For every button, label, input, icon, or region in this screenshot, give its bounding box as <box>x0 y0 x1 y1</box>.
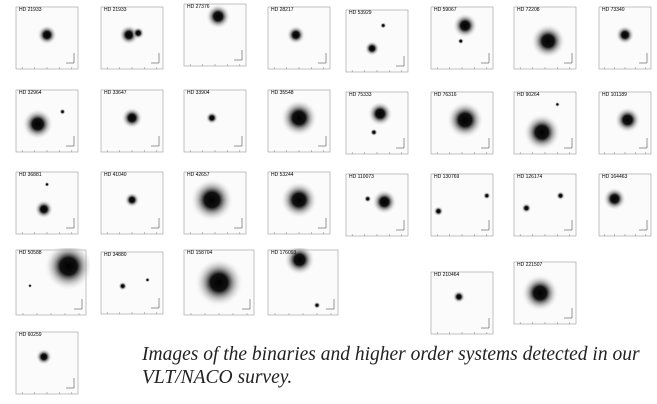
star-image <box>598 6 652 70</box>
star-image <box>15 248 90 316</box>
star-image <box>430 271 494 335</box>
star-image-panel: HD 60259 <box>10 330 82 402</box>
star-image-panel: HD 210464 <box>425 270 497 342</box>
panel-label: HD 101189 <box>602 92 627 98</box>
star-image <box>345 173 409 237</box>
star-image <box>100 171 164 235</box>
star-image <box>15 171 79 235</box>
star-image-panel: HD 53929 <box>340 8 412 80</box>
panel-label: HD 50588 <box>19 250 42 256</box>
star-image-panel: HD 126174 <box>508 172 580 244</box>
panel-label: HD 76316 <box>434 92 457 98</box>
star-image-panel: HD 36881 <box>10 170 82 242</box>
star-image-panel: HD 53244 <box>262 170 334 242</box>
panel-label: HD 53929 <box>349 10 372 16</box>
star-image-panel: HD 76316 <box>425 90 497 162</box>
star-image <box>513 173 577 237</box>
star-image-panel: HD 72208 <box>508 5 580 77</box>
panel-label: HD 90264 <box>517 92 540 98</box>
star-image <box>15 89 79 153</box>
star-image-panel: HD 28217 <box>262 5 334 77</box>
star-image <box>430 173 494 237</box>
panel-label: HD 41040 <box>104 172 127 178</box>
panel-label: HD 126174 <box>517 174 543 180</box>
star-image-panel: HD 35548 <box>262 88 334 160</box>
panel-label: HD 75333 <box>349 92 372 98</box>
star-image <box>183 171 247 235</box>
panel-label: HD 73340 <box>602 7 625 13</box>
star-image <box>267 89 331 153</box>
star-image-panel: HD 59067 <box>425 5 497 77</box>
panel-label: HD 72208 <box>517 7 540 13</box>
panel-label: HD 221507 <box>517 262 543 268</box>
panel-label: HD 130769 <box>434 174 460 180</box>
panel-label: HD 210464 <box>434 272 460 278</box>
star-image <box>345 91 409 155</box>
star-image <box>183 249 255 316</box>
star-image-panel: HD 27376 <box>178 2 250 74</box>
star-image-panel: HD 73340 <box>593 5 655 77</box>
panel-label: HD 42657 <box>187 172 210 178</box>
star-image <box>430 6 494 70</box>
star-image-panel: HD 34880 <box>95 250 167 322</box>
star-image-panel: HD 33904 <box>178 88 250 160</box>
star-image-panel: HD 50588 <box>10 248 90 323</box>
star-image <box>267 171 331 235</box>
star-image-panel: HD 21933 <box>95 5 167 77</box>
star-image-panel: HD 75333 <box>340 90 412 162</box>
star-image <box>183 89 247 153</box>
star-image-panel: HD 110073 <box>340 172 412 244</box>
star-image-panel: HD 32964 <box>10 88 82 160</box>
star-image <box>598 91 652 155</box>
star-image <box>267 248 339 316</box>
star-image <box>183 3 247 67</box>
panel-label: HD 33904 <box>187 90 210 96</box>
panel-label: HD 110073 <box>349 174 374 180</box>
panel-label: HD 53244 <box>271 172 294 178</box>
star-image <box>267 6 331 70</box>
panel-label: HD 21933 <box>104 7 127 13</box>
star-image-panel: HD 130769 <box>425 172 497 244</box>
star-image-panel: HD 90264 <box>508 90 580 162</box>
star-image-panel: HD 41040 <box>95 170 167 242</box>
star-image-panel: HD 158704 <box>178 248 258 323</box>
star-image-panel: HD 176093 <box>262 248 342 323</box>
star-image <box>15 331 79 395</box>
star-image-panel: HD 42657 <box>178 170 250 242</box>
star-image <box>100 89 164 153</box>
panel-label: HD 34880 <box>104 252 127 258</box>
star-image-panel: HD 101189 <box>593 90 655 162</box>
panel-label: HD 164463 <box>602 174 628 180</box>
star-image <box>513 91 577 155</box>
star-image <box>513 261 577 325</box>
star-image <box>513 6 577 70</box>
star-image-panel: HD 21933 <box>10 5 82 77</box>
panel-label: HD 176093 <box>271 250 297 256</box>
panel-label: HD 59067 <box>434 7 457 13</box>
panel-label: HD 32964 <box>19 90 42 96</box>
panel-label: HD 35548 <box>271 90 294 96</box>
star-image <box>100 251 164 315</box>
panel-label: HD 60259 <box>19 332 42 338</box>
star-image-panel: HD 164463 <box>593 172 655 244</box>
star-image <box>430 91 494 155</box>
panel-label: HD 33647 <box>104 90 127 96</box>
panel-label: HD 27376 <box>187 4 210 10</box>
panel-label: HD 158704 <box>187 250 213 256</box>
star-image <box>100 6 164 70</box>
star-image-panel: HD 33647 <box>95 88 167 160</box>
panel-label: HD 21933 <box>19 7 42 13</box>
star-image-panel: HD 221507 <box>508 260 580 332</box>
star-image <box>345 9 409 73</box>
figure-caption: Images of the binaries and higher order … <box>142 344 640 388</box>
panel-label: HD 36881 <box>19 172 42 178</box>
star-image <box>598 173 652 237</box>
panel-label: HD 28217 <box>271 7 294 13</box>
star-image <box>15 6 79 70</box>
